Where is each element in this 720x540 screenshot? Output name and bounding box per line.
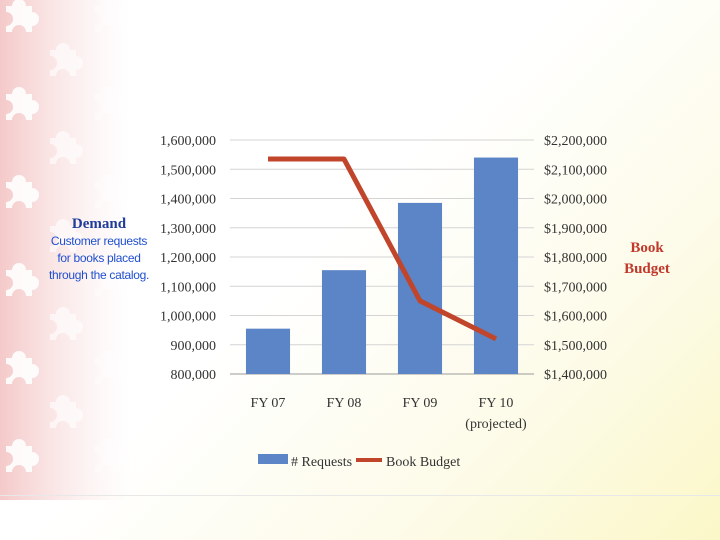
puzzle-piece (6, 87, 39, 120)
category-label: FY 08 (327, 396, 362, 411)
puzzle-piece (94, 351, 127, 384)
legend-swatch-requests (258, 454, 288, 464)
category-label: FY 10 (479, 396, 514, 411)
puzzle-piece (94, 87, 127, 120)
left-tick-label: 1,500,000 (160, 163, 216, 178)
puzzle-piece (94, 439, 127, 472)
right-tick-label: $1,800,000 (544, 251, 607, 266)
left-tick-label: 1,600,000 (160, 134, 216, 149)
puzzle-piece (50, 131, 83, 164)
legend-label-requests: # Requests (291, 455, 352, 470)
bar-requests-fy-08 (321, 270, 367, 374)
puzzle-piece (94, 175, 127, 208)
right-tick-label: $1,900,000 (544, 222, 607, 237)
puzzle-piece (6, 439, 39, 472)
budget-line-layer (268, 156, 498, 342)
left-tick-label: 1,400,000 (160, 193, 216, 208)
right-tick-label: $1,600,000 (544, 310, 607, 325)
puzzle-piece (6, 351, 39, 384)
puzzle-piece (50, 43, 83, 76)
slide-divider (0, 495, 720, 496)
right-axis: $1,400,000 $1,500,000 $1,600,000 $1,700,000… (544, 134, 607, 383)
bar-requests-fy-10 (473, 157, 519, 374)
right-tick-label: $2,100,000 (544, 163, 607, 178)
right-tick-label: $2,200,000 (544, 134, 607, 149)
right-tick-label: $2,000,000 (544, 193, 607, 208)
puzzle-piece (6, 0, 39, 32)
category-axis: FY 07 FY 08 FY 09 FY 10 (projected) (251, 396, 527, 432)
puzzle-piece (6, 263, 39, 296)
category-label: FY 07 (251, 396, 286, 411)
demand-annotation: Demand Customer requests for books place… (46, 216, 152, 284)
left-axis: 800,000 900,000 1,000,000 1,100,000 1,200,00… (160, 134, 216, 383)
right-tick-label: $1,700,000 (544, 280, 607, 295)
category-sublabel: (projected) (465, 417, 527, 432)
right-tick-label: $1,400,000 (544, 368, 607, 383)
category-label: FY 09 (403, 396, 438, 411)
legend: # Requests Book Budget (258, 454, 460, 470)
puzzle-piece (94, 0, 127, 32)
right-tick-label: $1,500,000 (544, 339, 607, 354)
puzzle-piece (6, 175, 39, 208)
demand-description: Customer requests for books placed throu… (48, 234, 150, 282)
puzzle-piece (50, 395, 83, 428)
puzzle-background (0, 0, 130, 500)
left-tick-label: 1,300,000 (160, 222, 216, 237)
budget-line (268, 156, 498, 342)
budget-annotation: Book Budget (624, 240, 670, 277)
puzzle-piece (50, 219, 83, 252)
left-tick-label: 1,000,000 (160, 310, 216, 325)
left-tick-label: 900,000 (171, 339, 217, 354)
bar-requests-fy-09 (397, 202, 443, 374)
left-tick-label: 1,200,000 (160, 251, 216, 266)
left-tick-label: 1,100,000 (160, 280, 216, 295)
demand-title: Demand (71, 216, 127, 232)
legend-label-budget: Book Budget (386, 455, 460, 470)
left-tick-label: 800,000 (171, 368, 217, 383)
bars (245, 157, 519, 374)
bar-requests-fy-07 (245, 328, 291, 374)
puzzle-piece (50, 307, 83, 340)
puzzle-piece (94, 263, 127, 296)
